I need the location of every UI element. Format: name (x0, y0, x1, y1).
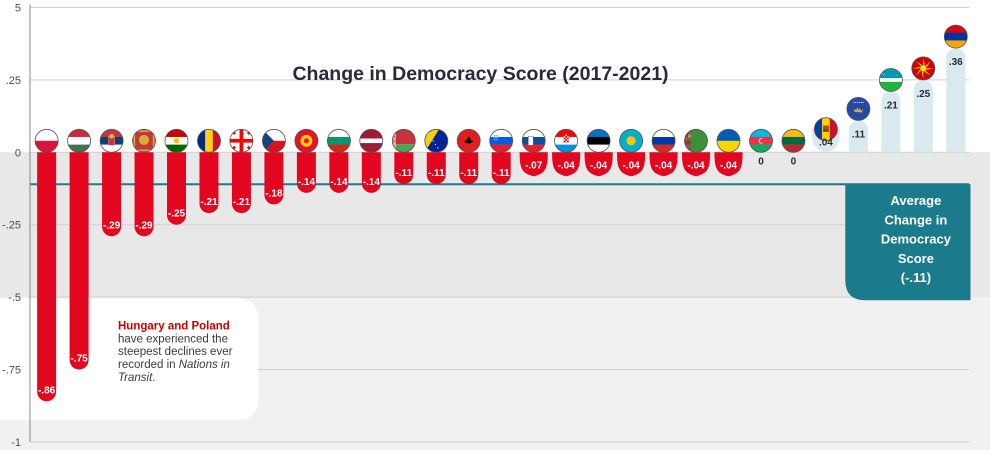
svg-text:.25: .25 (6, 75, 21, 87)
svg-text:Average: Average (890, 193, 941, 208)
svg-text:-.04: -.04 (622, 160, 640, 171)
svg-text:steepest declines ever: steepest declines ever (118, 346, 233, 358)
svg-text:-.5: -.5 (8, 292, 21, 304)
svg-text:.36: .36 (949, 57, 963, 68)
svg-text:.11: .11 (852, 129, 866, 140)
svg-text:-.29: -.29 (103, 220, 121, 231)
svg-text:-.04: -.04 (687, 160, 705, 171)
svg-text:Score: Score (898, 251, 934, 266)
svg-text:0: 0 (15, 147, 21, 159)
svg-text:have experienced the: have experienced the (118, 333, 228, 345)
svg-text:-.75: -.75 (2, 365, 21, 377)
svg-text:-.25: -.25 (168, 209, 186, 220)
svg-text:-.14: -.14 (363, 177, 381, 188)
svg-text:-.11: -.11 (493, 168, 510, 179)
svg-text:-.04: -.04 (590, 160, 608, 171)
svg-text:-.04: -.04 (655, 160, 673, 171)
svg-text:-.14: -.14 (298, 177, 316, 188)
svg-text:-.21: -.21 (200, 197, 218, 208)
svg-text:recorded in Nations in: recorded in Nations in (118, 359, 230, 371)
svg-text:-.14: -.14 (330, 177, 348, 188)
svg-text:5: 5 (15, 3, 21, 15)
svg-text:.25: .25 (916, 89, 930, 100)
svg-text:-.04: -.04 (720, 160, 738, 171)
svg-text:.04: .04 (819, 137, 833, 148)
svg-text:Transit.: Transit. (118, 372, 156, 384)
svg-text:Hungary and Poland: Hungary and Poland (118, 320, 230, 332)
svg-text:0: 0 (791, 156, 797, 167)
svg-text:Change in Democracy Score (201: Change in Democracy Score (2017-2021) (292, 63, 668, 85)
svg-text:.21: .21 (884, 101, 898, 112)
svg-text:-.25: -.25 (2, 220, 21, 232)
svg-text:Democracy: Democracy (881, 232, 952, 247)
svg-text:0: 0 (758, 156, 764, 167)
svg-text:-.11: -.11 (460, 168, 477, 179)
svg-text:(-.11): (-.11) (901, 270, 931, 285)
svg-text:-.11: -.11 (428, 168, 445, 179)
svg-text:-.04: -.04 (557, 160, 575, 171)
svg-text:-.86: -.86 (38, 385, 56, 396)
svg-text:Change in: Change in (884, 212, 947, 227)
svg-text:-.18: -.18 (265, 188, 283, 199)
svg-text:-1: -1 (11, 437, 21, 449)
svg-text:-.07: -.07 (525, 160, 543, 171)
svg-text:-.75: -.75 (70, 354, 88, 365)
svg-text:-.21: -.21 (233, 197, 251, 208)
svg-text:-.29: -.29 (135, 220, 153, 231)
svg-text:-.11: -.11 (395, 168, 412, 179)
